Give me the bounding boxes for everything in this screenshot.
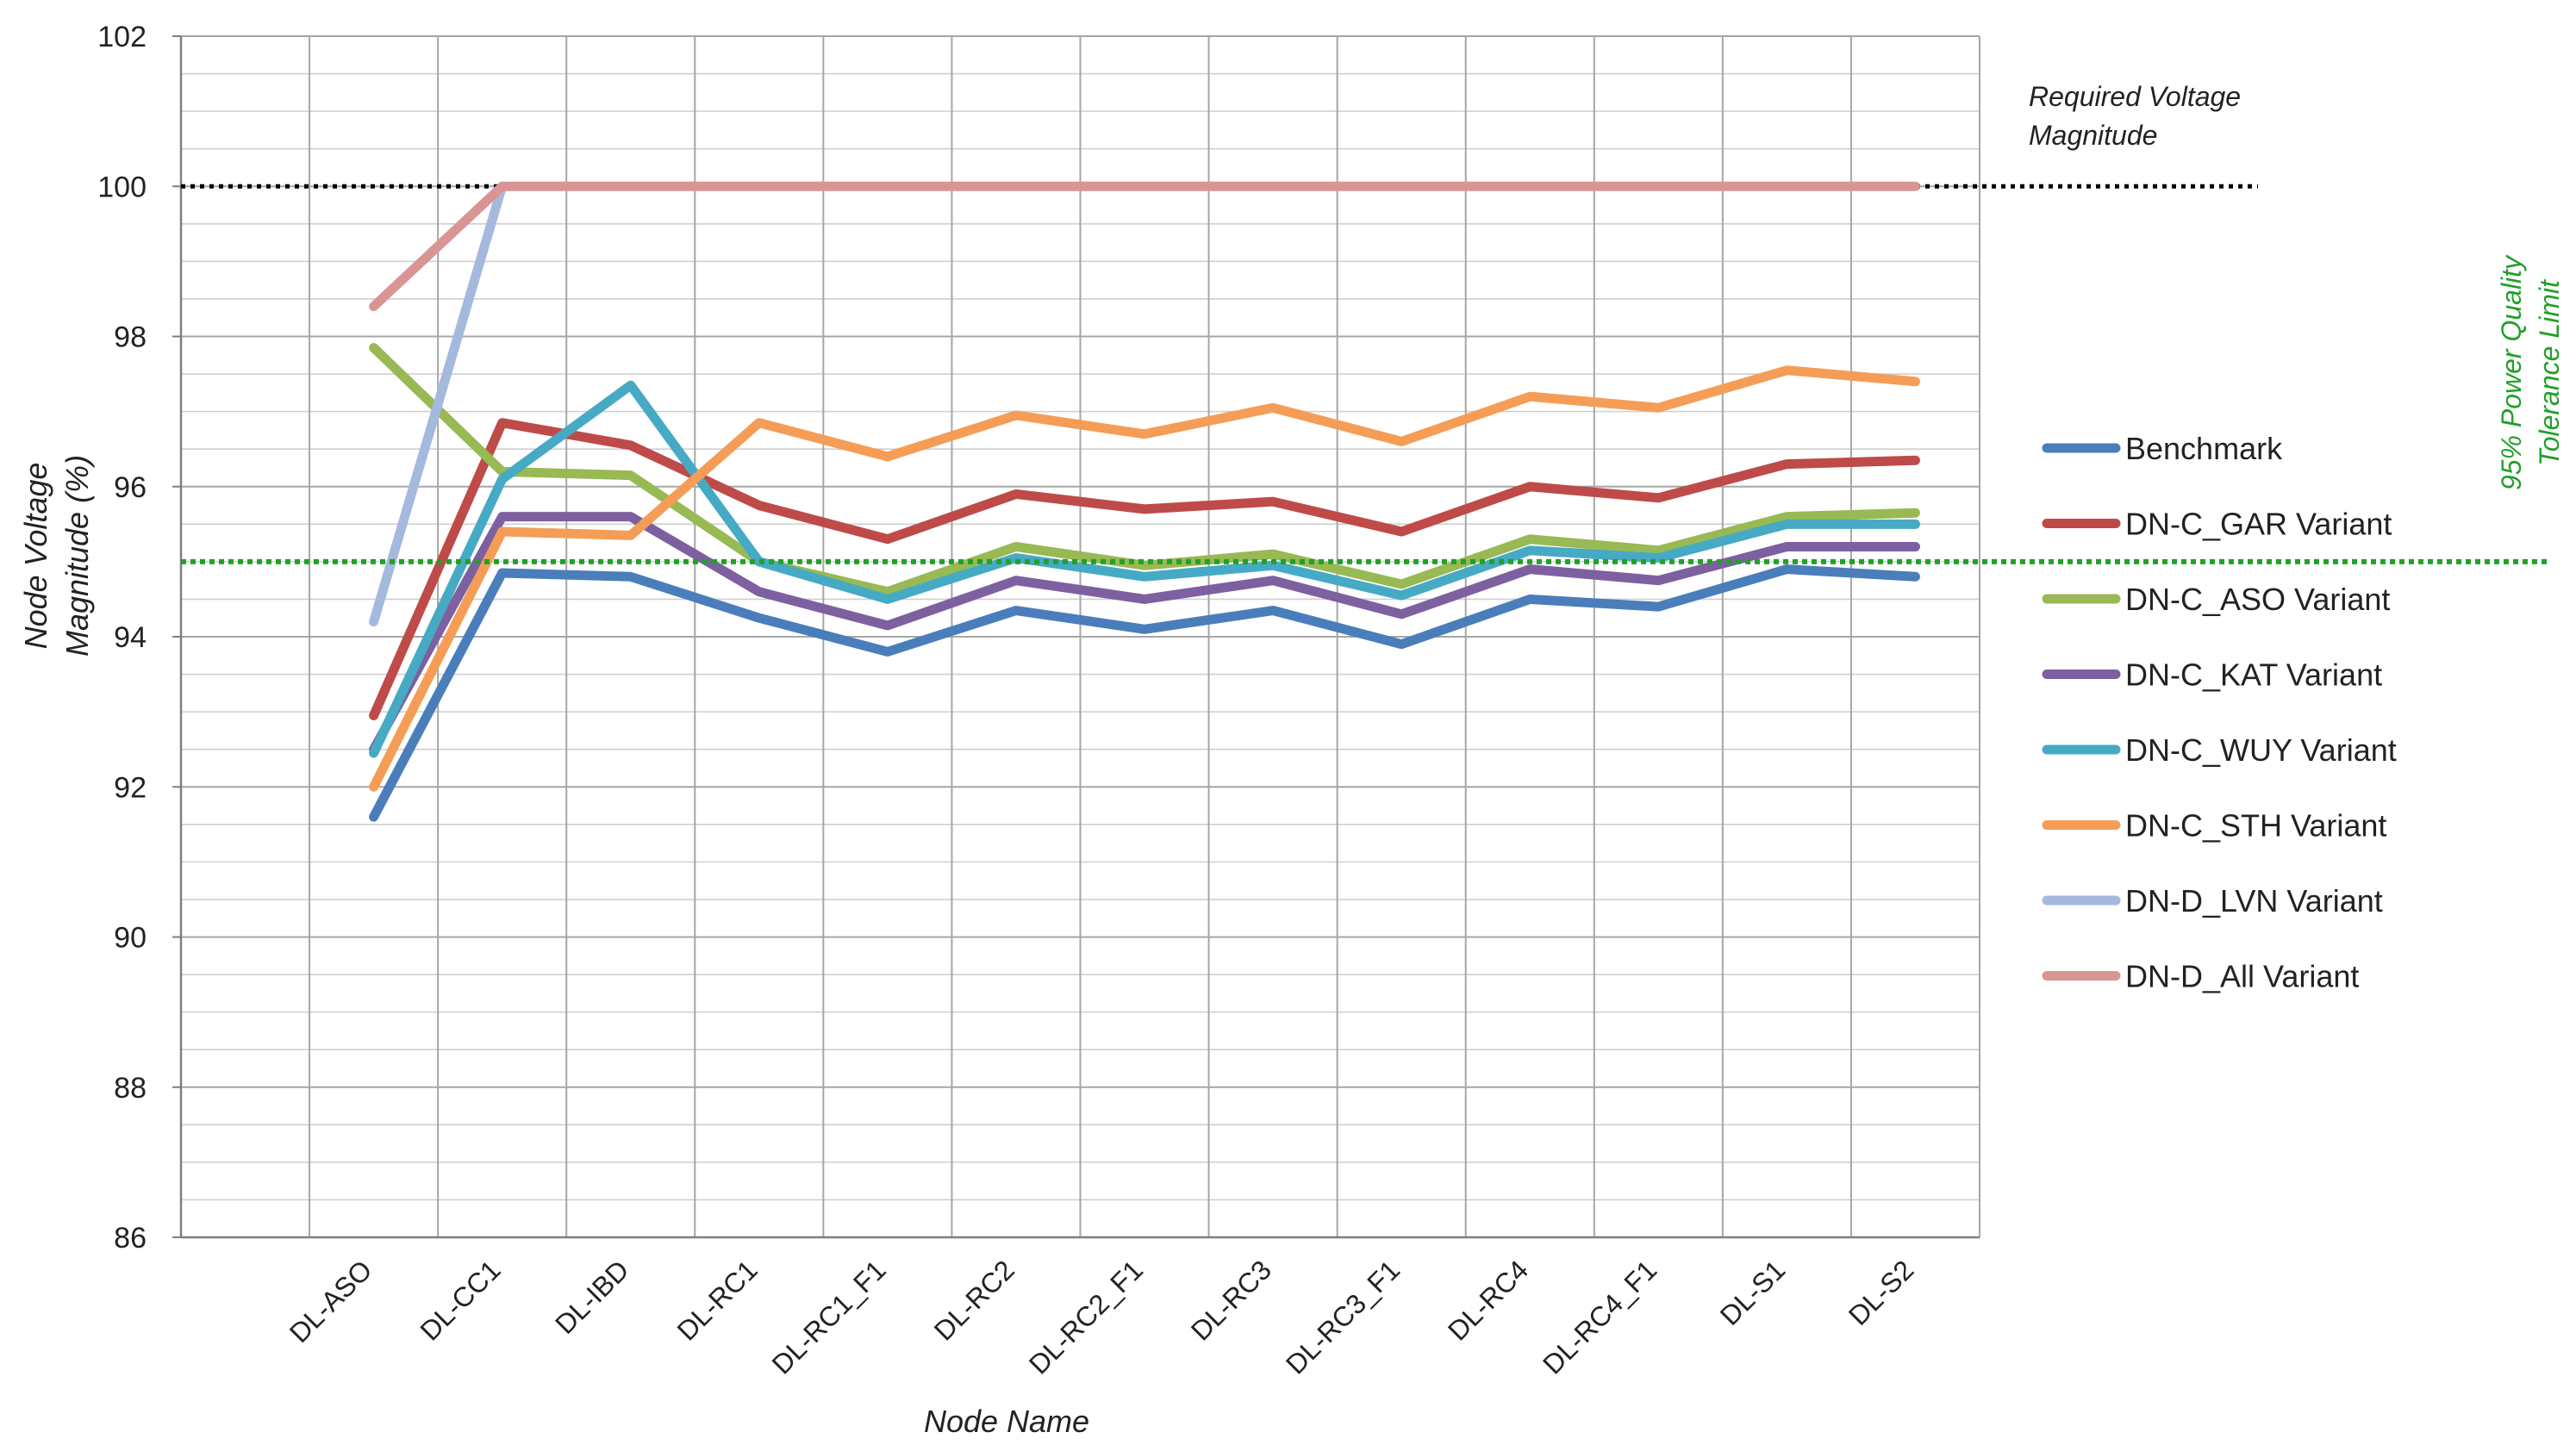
y-tick-label: 86 (114, 1222, 147, 1255)
y-axis-title: Node Voltage Magnitude (%) (18, 455, 95, 657)
y-tick-label: 88 (114, 1072, 147, 1105)
series-lines (369, 181, 1920, 822)
y-axis-title-line-2: Magnitude (%) (59, 455, 95, 657)
x-axis-title: Node Name (924, 1404, 1089, 1439)
legend-label: DN-D_All Variant (2125, 959, 2359, 994)
series-line-1 (369, 418, 1920, 720)
series-line-6 (369, 181, 508, 627)
y-tick-label: 100 (97, 171, 147, 203)
required-voltage-label-line-1: Required Voltage (2029, 81, 2241, 112)
y-tick-label: 90 (114, 922, 147, 955)
series-line-0 (369, 564, 1920, 822)
y-axis-title-line-1: Node Voltage (18, 463, 53, 650)
series-line-2 (369, 343, 1920, 597)
legend-label: DN-C_STH Variant (2125, 808, 2386, 844)
grid (179, 35, 1980, 1239)
legend-label: DN-D_LVN Variant (2125, 883, 2383, 919)
y-axis-ticks: 86 88 90 92 94 96 98 100 102 (97, 21, 181, 1255)
y-tick-label: 96 (114, 471, 147, 504)
required-voltage-annotation: Required Voltage Magnitude (2029, 81, 2241, 151)
y-tick-label: 98 (114, 321, 147, 354)
legend-label: Benchmark (2125, 431, 2283, 466)
legend-label: DN-C_GAR Variant (2125, 507, 2392, 542)
series-line-3 (369, 512, 1920, 755)
legend-label: DN-C_KAT Variant (2125, 657, 2382, 693)
legend: Benchmark DN-C_GAR Variant DN-C_ASO Varian… (2042, 431, 2397, 994)
y-tick-label: 102 (97, 21, 147, 53)
tolerance-label-line-1: 95% Power Quality (2496, 254, 2527, 490)
legend-label: DN-C_WUY Variant (2125, 732, 2397, 768)
series-line-7 (369, 181, 1920, 312)
y-tick-label: 92 (114, 771, 147, 804)
legend-label: DN-C_ASO Variant (2125, 582, 2390, 617)
series-line-5 (369, 365, 1920, 792)
tolerance-limit-annotation: 95% Power Quality Tolerance Limit (2496, 254, 2565, 490)
tolerance-label-line-2: Tolerance Limit (2534, 279, 2565, 466)
series-line-4 (369, 380, 1920, 758)
y-tick-label: 94 (114, 621, 147, 654)
required-voltage-label-line-2: Magnitude (2029, 120, 2157, 151)
